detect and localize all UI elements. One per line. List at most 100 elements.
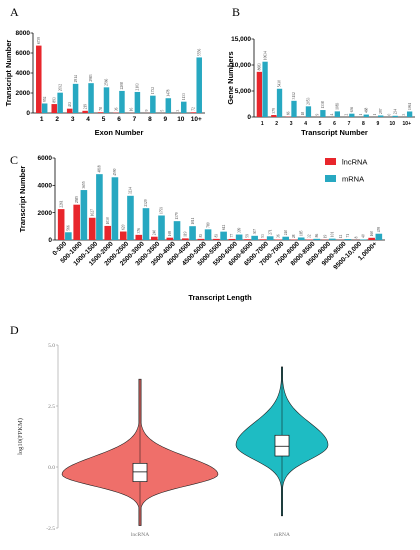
- y-tick-label: 4000: [38, 183, 53, 190]
- bar-value-label: 636: [350, 107, 354, 113]
- y-tick-label: 2000: [16, 90, 31, 97]
- bar-value-label: 3655: [82, 181, 86, 188]
- bar-mrna: [363, 114, 369, 117]
- bar-lnc: [104, 225, 112, 240]
- bar-value-label: 8683: [258, 63, 262, 70]
- x-tick-label: 9: [376, 121, 379, 127]
- bar-value-label: 3234: [129, 187, 133, 194]
- bar-mrna: [65, 232, 72, 240]
- bar-value-label: 566: [67, 225, 71, 231]
- panel-letter-d: D: [10, 323, 19, 337]
- bar-value-label: 160: [370, 231, 374, 237]
- bar-lnc: [135, 234, 143, 240]
- y-axis-title: Transcript Number: [18, 166, 27, 233]
- bar-value-label: 952: [43, 96, 47, 102]
- bar-value-label: 101: [330, 232, 334, 238]
- bar-value-label: 40: [362, 234, 366, 238]
- legend-mrna-swatch: [325, 175, 336, 182]
- bar-mrna: [173, 221, 181, 240]
- bar-value-label: 8: [354, 236, 358, 238]
- bar-value-label: 2053: [307, 97, 311, 104]
- bar-mrna: [378, 115, 384, 117]
- bar-mrna: [96, 174, 103, 240]
- bar-lnc: [57, 209, 65, 240]
- bar-mrna: [158, 215, 165, 240]
- bar-lnc: [271, 115, 277, 117]
- bar-value-label: 32: [308, 234, 312, 238]
- x-tick-label: 10+: [191, 116, 202, 123]
- bar-mrna: [80, 190, 88, 240]
- y-tick-label: 5,000: [235, 88, 252, 95]
- legend-mrna-label: mRNA: [342, 175, 364, 184]
- bar-value-label: 1478: [167, 89, 171, 96]
- x-tick-label: 8: [148, 116, 152, 123]
- bar-value-label: 219: [83, 104, 87, 110]
- bar-mrna: [57, 92, 63, 113]
- bar-value-label: 4: [330, 113, 334, 115]
- x-tick-label: 5: [102, 116, 106, 123]
- bar-mrna: [119, 90, 125, 113]
- bar-value-label: 53: [261, 234, 265, 238]
- bar-value-label: 3: [402, 113, 406, 115]
- y-tick-label: 5.0: [48, 343, 55, 349]
- bar-value-label: 3: [176, 109, 180, 111]
- bar-value-label: 5556: [197, 49, 201, 56]
- bar-value-label: 2585: [75, 196, 79, 203]
- bar-value-label: 433: [68, 102, 72, 108]
- x-tick-label: 1: [40, 116, 44, 123]
- y-tick-label: 0: [247, 114, 251, 121]
- bar-value-label: 612: [222, 225, 226, 231]
- bar-value-label: 307: [253, 229, 257, 235]
- y-tick-label: 2000: [38, 210, 53, 217]
- bar-value-label: 66: [286, 111, 290, 115]
- bar-value-label: 0: [388, 114, 392, 116]
- bar-value-label: 6739: [37, 37, 41, 44]
- bar-mrna: [111, 177, 119, 240]
- bar-value-label: 12: [339, 235, 343, 239]
- chart-b: 0 5,000 10,000 15,000 Gene Numbers Transcript…: [226, 36, 415, 137]
- bar-value-label: 83: [199, 234, 203, 238]
- bar-lnc: [368, 237, 375, 240]
- y-tick-label: 10,000: [231, 62, 251, 69]
- y-tick-label: 8000: [16, 30, 31, 37]
- bar-mrna: [282, 236, 289, 240]
- bar-value-label: 36: [114, 107, 118, 111]
- legend-lnc-swatch: [325, 158, 336, 165]
- x-tick-label: 4: [86, 116, 90, 123]
- bar-lnc: [82, 110, 88, 113]
- y-tick-label: 6000: [38, 155, 53, 162]
- bar-value-label: 893: [52, 97, 56, 103]
- bar-value-label: 18: [301, 112, 305, 116]
- x-tick-label: 7: [348, 121, 351, 127]
- bar-value-label: 169: [168, 231, 172, 237]
- bar-mrna: [266, 236, 274, 240]
- bar-value-label: 1379: [175, 212, 179, 219]
- bar-value-label: 2329: [144, 199, 148, 206]
- bar-lnc: [213, 238, 220, 240]
- x-tick-label: 6: [333, 121, 336, 127]
- bar-value-label: 71: [346, 234, 350, 238]
- bar-mrna: [127, 195, 134, 240]
- x-tick-label: 9: [164, 116, 168, 123]
- bar-mrna: [406, 111, 413, 117]
- bar-mrna: [276, 88, 283, 117]
- bar-mrna: [72, 83, 79, 113]
- bar-value-label: 1: [359, 113, 363, 115]
- bar-value-label: 9: [145, 109, 149, 111]
- bar-value-label: 2566: [105, 78, 109, 85]
- bar-lnc: [228, 238, 236, 240]
- bar-mrna: [305, 106, 312, 117]
- bar-value-label: 28: [292, 234, 296, 238]
- chart-d: 5.0 2.5 0.0 -2.5 log10(FPKM) lncRNA mRNA: [17, 343, 329, 538]
- bar-mrna: [134, 91, 141, 113]
- bar-mrna: [297, 237, 305, 240]
- bar-value-label: 234: [393, 109, 397, 115]
- bar-mrna: [344, 239, 352, 240]
- legend-c: lncRNA mRNA: [325, 158, 367, 184]
- x-tick-label: 10: [390, 121, 396, 127]
- bar-lnc: [244, 239, 251, 240]
- x-tick-label: mRNA: [274, 532, 290, 538]
- bar-mrna: [291, 100, 297, 117]
